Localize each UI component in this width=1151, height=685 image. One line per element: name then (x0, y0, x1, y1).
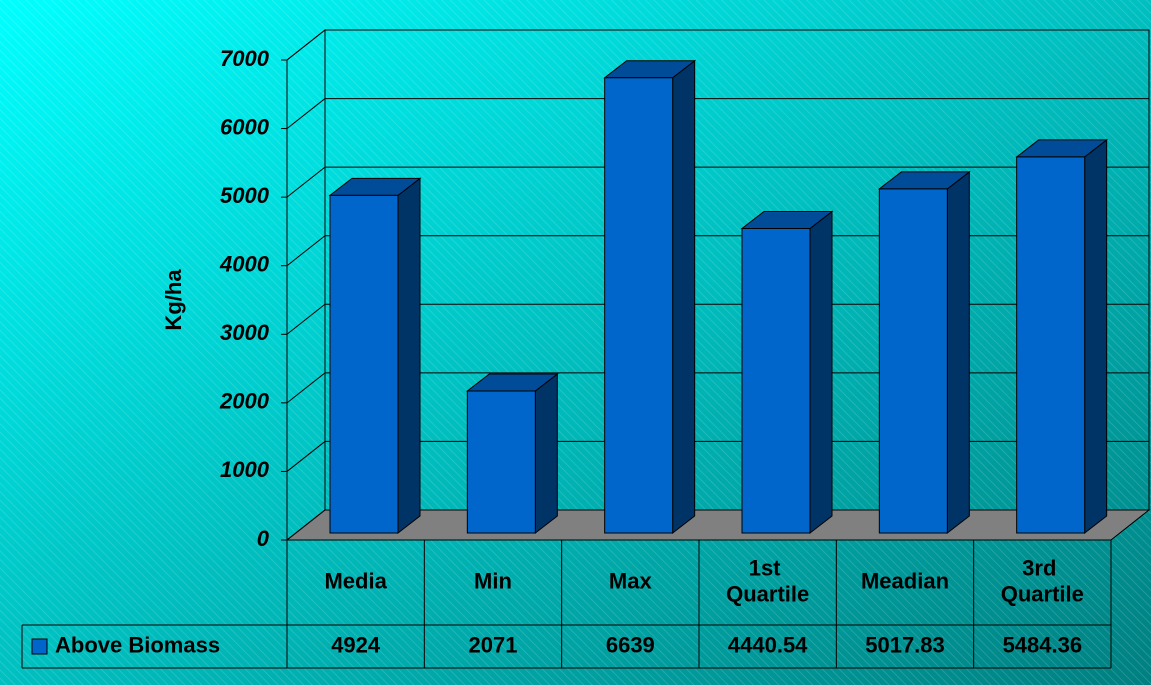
bar-front (466, 390, 536, 534)
category-label-line: 1st (749, 555, 787, 580)
bar (877, 170, 971, 535)
legend-label: Above Biomass (55, 632, 220, 657)
grid-line (286, 441, 326, 472)
y-tick-label: 2000 (219, 389, 270, 414)
table-value: 5484.36 (1003, 632, 1083, 657)
table-value: 4924 (331, 632, 381, 657)
category-label-line: Quartile (726, 581, 809, 606)
bar (603, 59, 697, 535)
table-value: 2071 (469, 632, 518, 657)
category-label: Max (609, 568, 653, 593)
y-tick-label: 4000 (219, 252, 270, 277)
grid-line (286, 372, 326, 404)
bar (328, 177, 422, 535)
bar-side (672, 59, 696, 535)
y-tick-label: 1000 (220, 457, 270, 482)
bar (740, 210, 834, 535)
table-value: 6639 (606, 632, 655, 657)
y-axis-label: Kg/ha (161, 269, 186, 331)
bar-side (946, 170, 970, 535)
category-label-line: Quartile (1001, 581, 1084, 606)
y-tick-label: 6000 (220, 114, 270, 139)
y-tick-label: 5000 (220, 183, 270, 208)
bar-side (1084, 138, 1108, 535)
grid-line (286, 509, 326, 541)
y-tick-label: 0 (257, 526, 270, 551)
bar (1015, 138, 1109, 535)
category-label: 1st Quartile (726, 555, 809, 606)
category-label: Media (324, 568, 387, 593)
legend-key (31, 638, 48, 655)
grid-line (286, 303, 326, 335)
bar-side (534, 372, 558, 535)
bar-front (604, 77, 674, 534)
bar-front (878, 188, 948, 534)
bar (465, 372, 559, 535)
grid-line (286, 166, 326, 198)
table-value: 5017.83 (865, 632, 945, 657)
y-tick-label: 7000 (220, 46, 270, 71)
bar-front (329, 194, 399, 534)
category-label: 3rd Quartile (1001, 555, 1084, 606)
category-label: Min (474, 568, 512, 593)
grid-line (286, 29, 326, 61)
category-label-line: 3rd (1022, 555, 1062, 580)
bar-front (741, 228, 811, 534)
table-value: 4440.54 (728, 632, 808, 657)
bar-side (397, 177, 421, 535)
y-tick-label: 3000 (220, 320, 270, 345)
grid-line (286, 98, 326, 129)
bar-side (809, 210, 833, 535)
grid-line (286, 235, 326, 267)
category-label: Meadian (861, 568, 949, 593)
bar-front (1016, 156, 1086, 534)
